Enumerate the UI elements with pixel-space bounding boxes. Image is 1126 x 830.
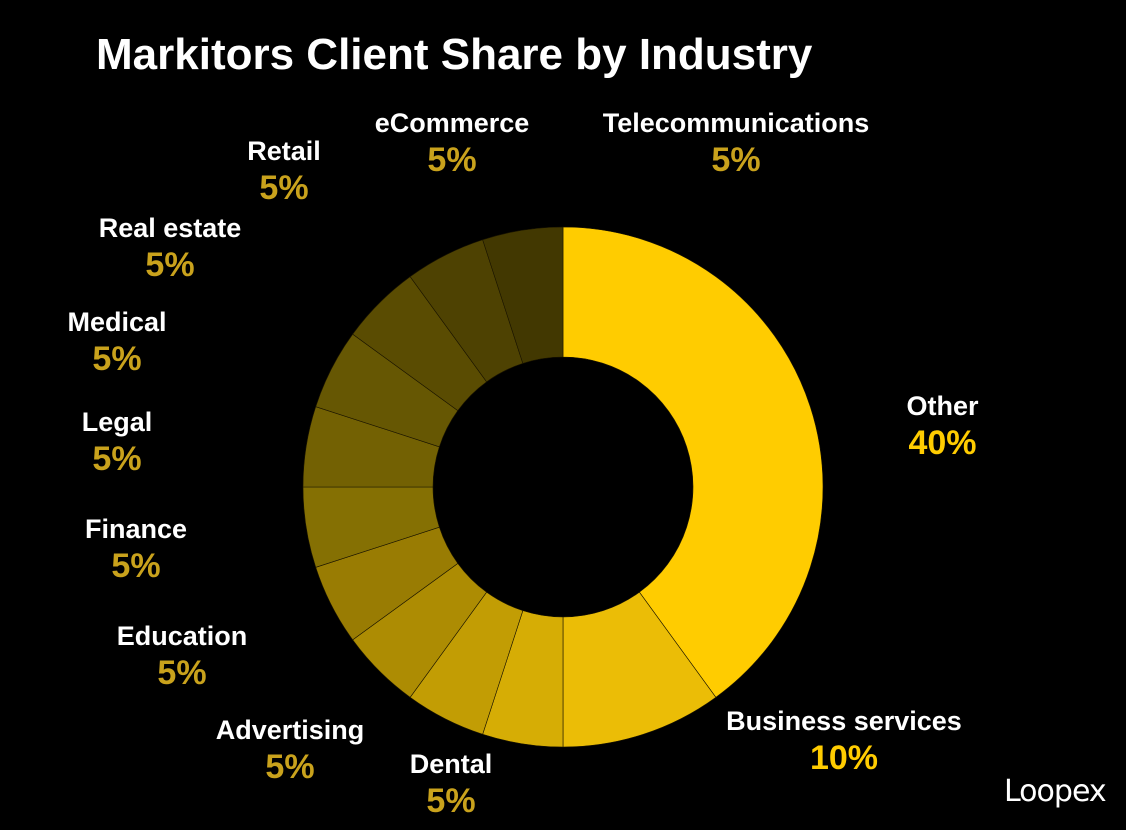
label-dental: Dental 5% xyxy=(392,748,510,822)
label-telecommunications-pct: 5% xyxy=(711,141,761,179)
label-other-pct: 40% xyxy=(908,424,977,462)
label-dental-pct: 5% xyxy=(426,782,476,820)
label-advertising-name: Advertising xyxy=(215,715,365,745)
label-real-estate-pct: 5% xyxy=(145,246,195,284)
donut-slice-other xyxy=(562,226,824,698)
label-medical-name: Medical xyxy=(67,307,167,337)
label-business-services-name: Business services xyxy=(726,706,962,736)
label-business-services-pct: 10% xyxy=(809,739,879,777)
label-finance-pct: 5% xyxy=(111,547,161,585)
label-legal-name: Legal xyxy=(81,407,153,437)
label-telecommunications-name: Telecommunications xyxy=(602,108,870,138)
label-finance-name: Finance xyxy=(84,514,188,544)
label-education: Education 5% xyxy=(102,620,262,694)
label-business-services: Business services 10% xyxy=(710,705,978,779)
chart-title: Markitors Client Share by Industry xyxy=(96,30,813,79)
label-advertising-pct: 5% xyxy=(265,748,315,786)
label-finance: Finance 5% xyxy=(70,513,202,587)
donut-slice-telecommunications xyxy=(482,226,564,364)
label-retail: Retail 5% xyxy=(234,135,334,209)
label-legal: Legal 5% xyxy=(62,406,172,480)
label-dental-name: Dental xyxy=(409,749,493,779)
label-education-pct: 5% xyxy=(157,654,207,692)
label-other: Other 40% xyxy=(870,390,1015,464)
label-retail-name: Retail xyxy=(247,136,321,166)
label-telecommunications: Telecommunications 5% xyxy=(586,107,886,181)
label-retail-pct: 5% xyxy=(259,169,309,207)
brand-logo: Loopex xyxy=(1004,774,1107,809)
label-legal-pct: 5% xyxy=(92,440,142,478)
label-advertising: Advertising 5% xyxy=(200,714,380,788)
label-ecommerce: eCommerce 5% xyxy=(357,107,547,181)
label-medical-pct: 5% xyxy=(92,340,142,378)
label-real-estate-name: Real estate xyxy=(98,213,242,243)
label-ecommerce-name: eCommerce xyxy=(374,108,530,138)
label-education-name: Education xyxy=(116,621,248,651)
label-medical: Medical 5% xyxy=(50,306,184,380)
label-other-name: Other xyxy=(906,391,979,421)
label-ecommerce-pct: 5% xyxy=(427,141,477,179)
label-real-estate: Real estate 5% xyxy=(82,212,258,286)
